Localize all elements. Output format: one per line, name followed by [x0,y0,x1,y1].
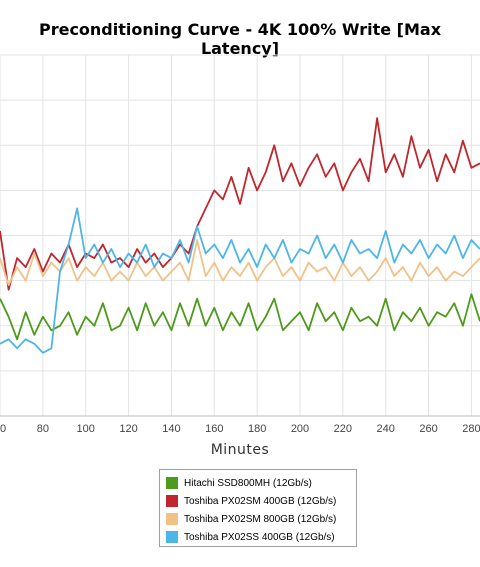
series-line-3 [0,207,480,354]
x-axis-label: Minutes [210,442,270,458]
chart-title: Preconditioning Curve - 4K 100% Write [M… [38,20,442,58]
x-tick-label: 140 [162,423,180,435]
legend: Hitachi SSD800MH (12Gb/s) Toshiba PX02SM … [159,469,357,547]
x-tick-labels: 60 80 100 120 140 160 180 200 220 240 260 280 [0,423,480,435]
legend-swatch [166,477,178,489]
x-tick-label: 260 [419,423,437,435]
x-tick-label: 240 [377,423,395,435]
x-tick-label: 200 [291,423,309,435]
x-tick-label: 180 [248,423,266,435]
legend-label: Toshiba PX02SM 400GB (12Gb/s) [184,495,337,507]
legend-swatch [166,495,178,507]
x-tick-label: 60 [0,423,6,435]
legend-label: Toshiba PX02SS 400GB (12Gb/s) [184,531,335,543]
x-tick-label: 120 [119,423,137,435]
x-tick-label: 80 [37,423,49,435]
grid-lines [0,54,480,417]
x-tick-label: 280 [462,423,480,435]
legend-swatch [166,531,178,543]
x-tick-label: 220 [334,423,352,435]
series-line-1 [0,117,480,291]
legend-item: Hitachi SSD800MH (12Gb/s) [166,474,356,492]
legend-item: Toshiba PX02SM 400GB (12Gb/s) [166,492,356,510]
x-tick-label: 100 [77,423,95,435]
x-tick-label: 160 [205,423,223,435]
series-layer [0,117,480,354]
series-line-2 [0,239,480,286]
legend-label: Hitachi SSD800MH (12Gb/s) [184,477,312,489]
legend-item: Toshiba PX02SM 800GB (12Gb/s) [166,510,356,528]
legend-item: Toshiba PX02SS 400GB (12Gb/s) [166,528,356,546]
legend-label: Toshiba PX02SM 800GB (12Gb/s) [184,513,337,525]
legend-swatch [166,513,178,525]
series-line-0 [0,293,480,341]
